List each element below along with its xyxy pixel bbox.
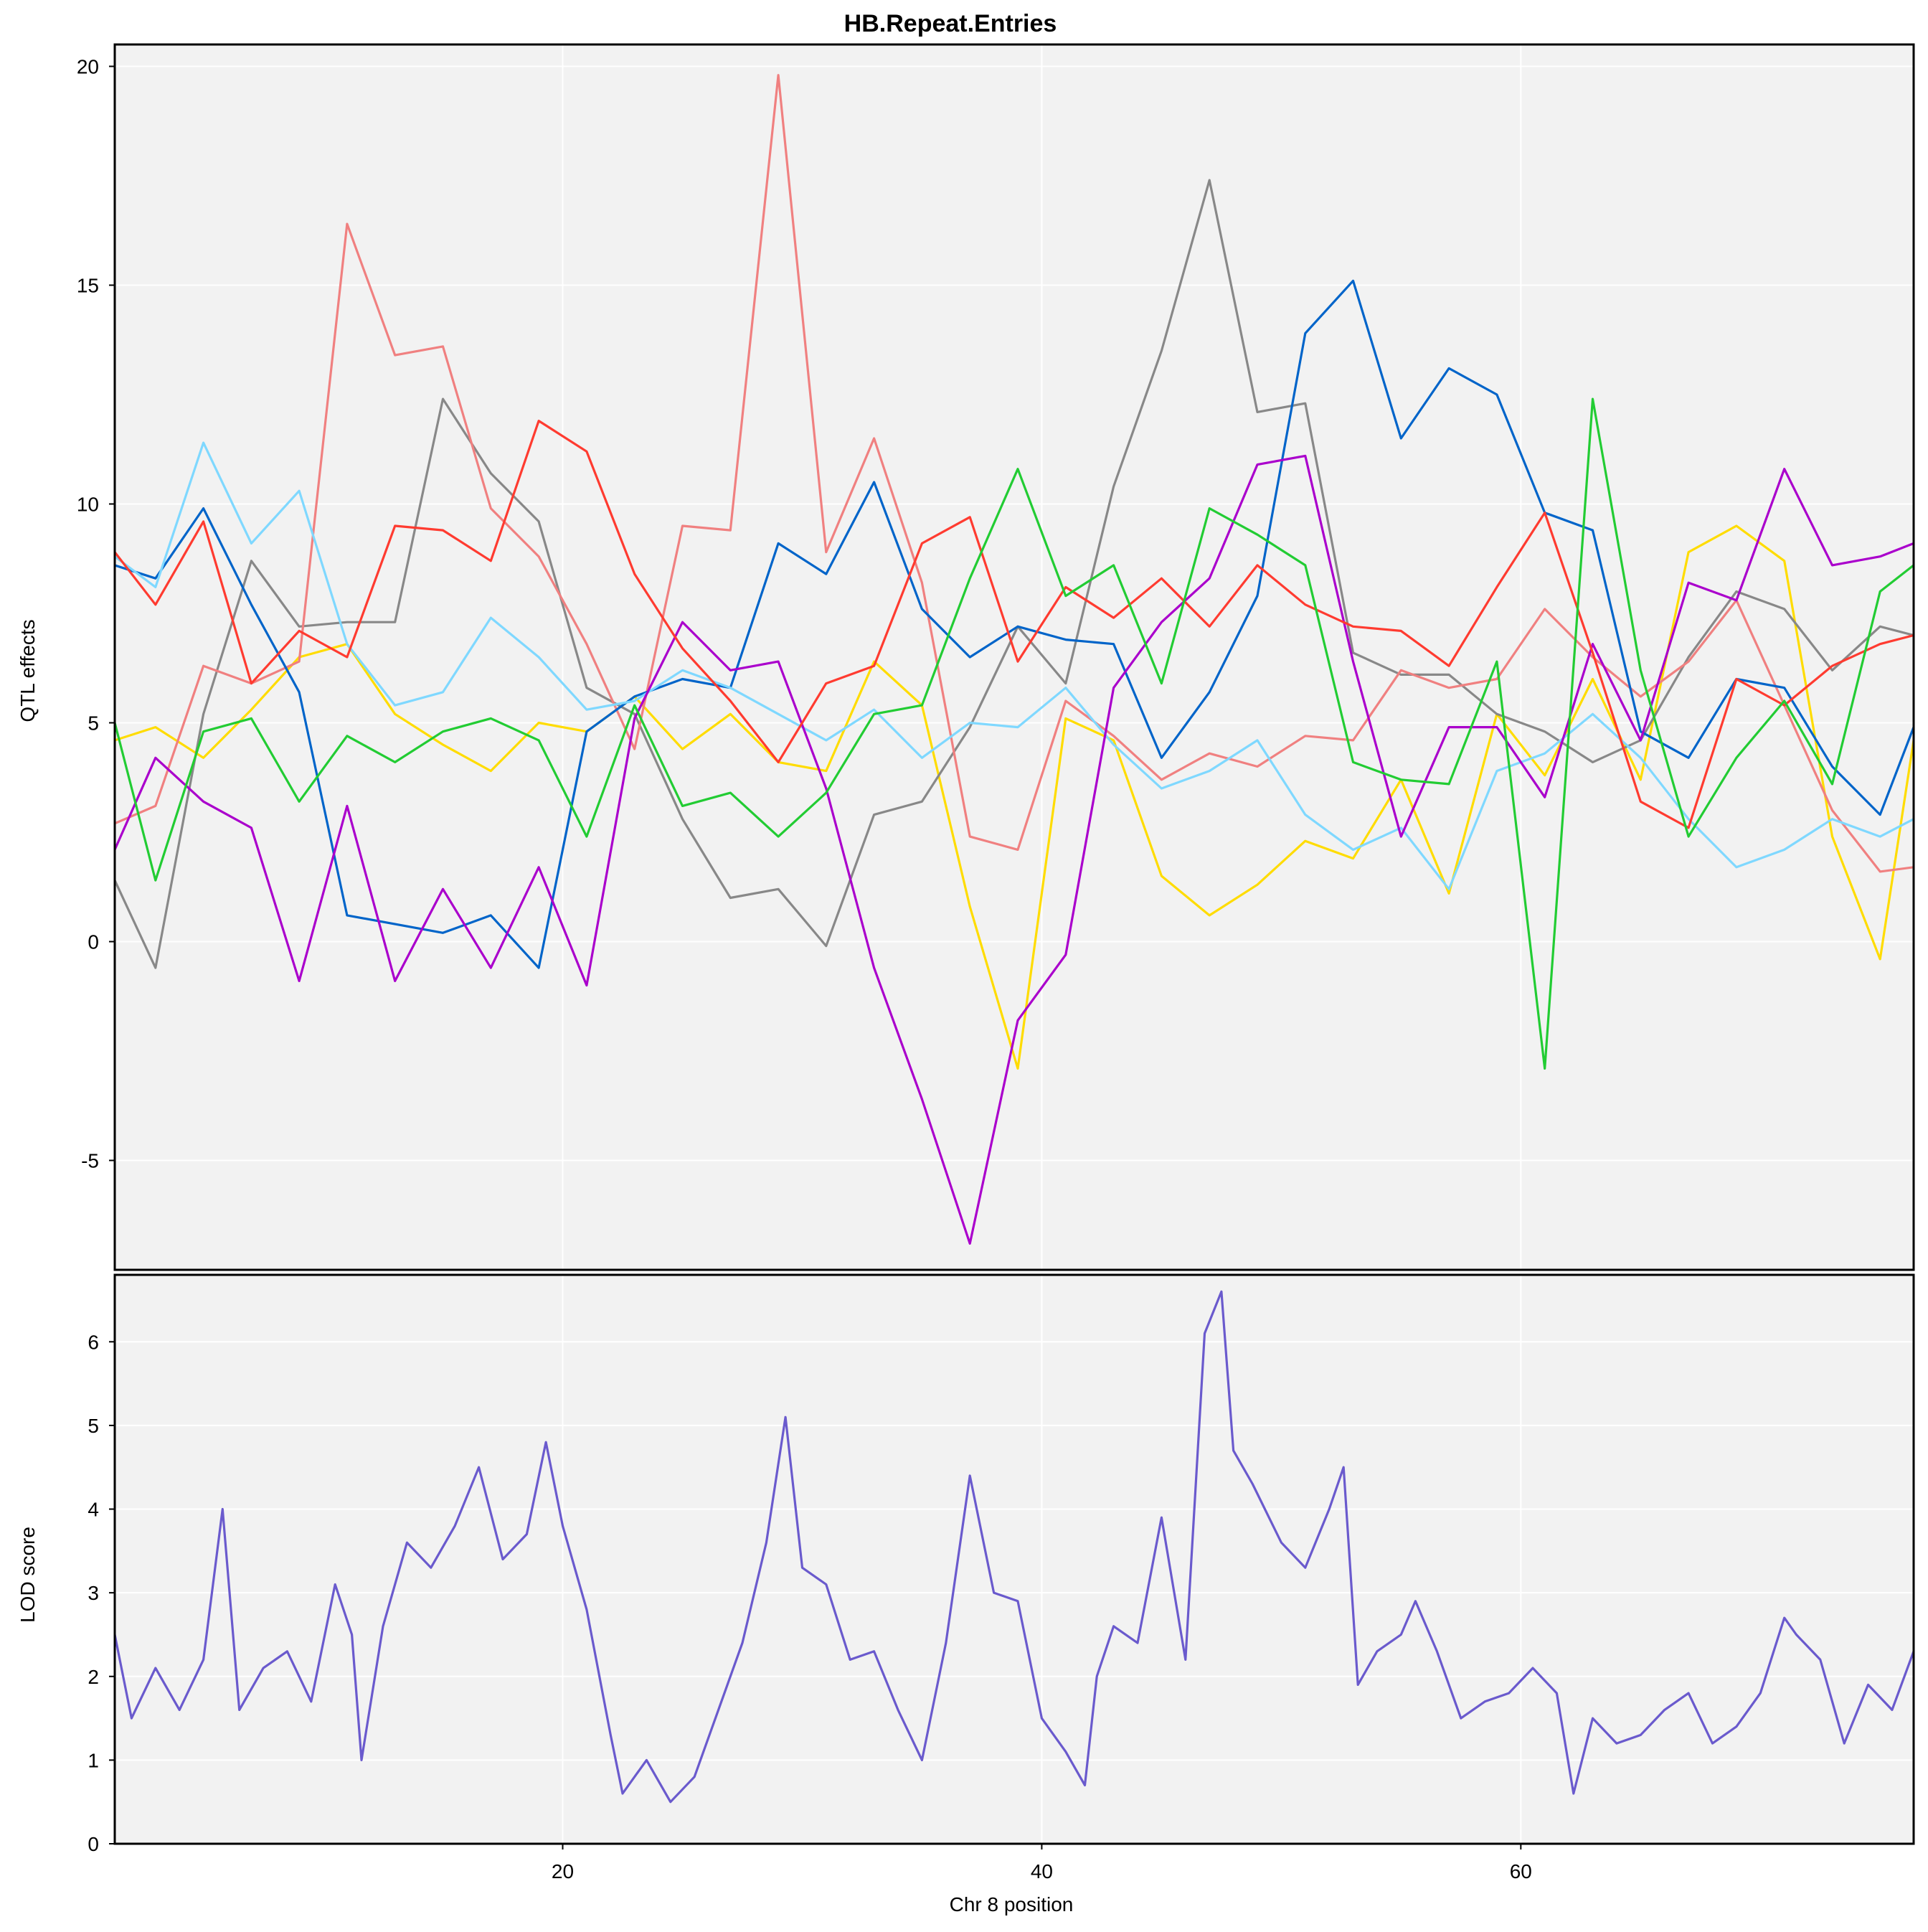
lod-y-tick-label-4: 4 xyxy=(88,1499,99,1521)
lod-x-tick-label-0: 20 xyxy=(552,1860,574,1882)
qtl-y-tick-label-4: 15 xyxy=(77,275,99,297)
lod-y-tick-label-1: 1 xyxy=(88,1749,99,1771)
qtl-series-group xyxy=(115,74,1914,1245)
qtl-series-line-3 xyxy=(115,279,1914,969)
qtl-series-line-2 xyxy=(115,74,1914,873)
qtl-series-line-5 xyxy=(115,454,1914,1245)
lod-y-tick-label-6: 6 xyxy=(88,1331,99,1353)
lod-y-tick-label-0: 0 xyxy=(88,1833,99,1855)
lod-y-tick-label-2: 2 xyxy=(88,1666,99,1688)
qtl-y-tick-label-3: 10 xyxy=(77,494,99,516)
lod-plot-frame xyxy=(113,1273,1915,1845)
lod-score-panel: 0 1 2 3 4 5 6 20 40 60 xyxy=(88,1273,1915,1882)
qtl-series-line-7 xyxy=(115,397,1914,1070)
y-axis-label-lod-score: LOD score xyxy=(16,1527,39,1623)
qtl-series-line-0 xyxy=(115,524,1914,1070)
lod-x-tick-label-1: 40 xyxy=(1031,1860,1053,1882)
lod-series-line-0 xyxy=(115,1290,1914,1804)
qtl-plot-background xyxy=(115,44,1914,1270)
qtl-y-tick-label-0: -5 xyxy=(81,1150,99,1172)
qtl-series-line-4 xyxy=(115,441,1914,890)
qtl-y-tick-label-2: 5 xyxy=(88,712,99,735)
lod-series-group xyxy=(115,1290,1914,1804)
qtl-effects-panel: -5 0 5 10 15 20 xyxy=(77,43,1915,1271)
y-axis-label-qtl-effects: QTL effects xyxy=(16,619,39,722)
x-axis-label: Chr 8 position xyxy=(950,1893,1074,1915)
lod-y-tick-label-5: 5 xyxy=(88,1415,99,1437)
lod-x-tick-label-2: 60 xyxy=(1510,1860,1532,1882)
qtl-plot-frame xyxy=(113,43,1915,1271)
qtl-y-tick-label-1: 0 xyxy=(88,931,99,953)
lod-plot-background xyxy=(115,1275,1914,1844)
qtl-series-line-6 xyxy=(115,420,1914,829)
chart-title: HB.Repeat.Entries xyxy=(844,10,1057,37)
qtl-y-tick-label-5: 20 xyxy=(77,56,99,78)
lod-y-tick-label-3: 3 xyxy=(88,1582,99,1604)
